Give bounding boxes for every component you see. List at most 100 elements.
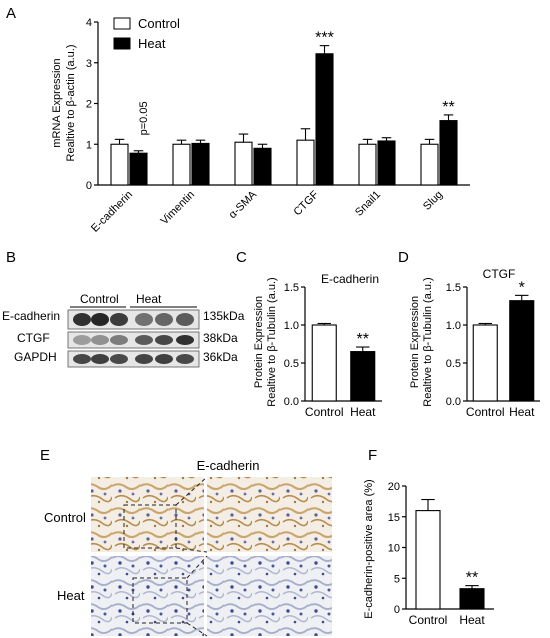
blot-group-label-heat: Heat bbox=[136, 292, 162, 306]
chart-c-ylabel-line1: Protein Expression bbox=[253, 296, 265, 388]
chart-a-significance-stars: ** bbox=[442, 99, 454, 116]
panel-letter-d: D bbox=[398, 249, 409, 266]
blot-size-ecadherin: 135kDa bbox=[203, 309, 245, 323]
chart-a-ylabel-line1: mRNA Expression bbox=[51, 58, 63, 147]
zoom-line-control-bottom bbox=[175, 547, 208, 553]
western-blot-panel: Control Heat E-cadherin CTGF GAPDH 135kD… bbox=[2, 292, 245, 368]
chart-a-category-label: E-cadherin bbox=[89, 189, 135, 235]
chart-a-bar bbox=[191, 142, 210, 186]
legend-swatch-heat bbox=[113, 37, 131, 50]
blot-band bbox=[155, 313, 173, 326]
chart-a-category-label: CTGF bbox=[291, 188, 321, 218]
chart-a-ytick-label: 2 bbox=[86, 99, 92, 111]
chart-a-bar bbox=[315, 53, 334, 186]
chart-c-title: E-cadherin bbox=[321, 272, 379, 286]
micrograph-panel: E-cadherin Control Heat bbox=[44, 458, 332, 637]
blot-band bbox=[73, 335, 91, 345]
chart-a-mrna-expression: mRNA Expression Realtive to β-actin (a.u… bbox=[51, 16, 470, 235]
blot-band bbox=[135, 335, 153, 345]
chart-d-ytick-label: 0.0 bbox=[446, 396, 461, 408]
blot-band bbox=[155, 335, 173, 345]
chart-d-ylabel-line2: Realtive to β-Tubulin (a.u.) bbox=[422, 277, 434, 406]
blot-band bbox=[73, 313, 91, 326]
chart-a-bar bbox=[129, 152, 148, 186]
chart-f-category-label: Control bbox=[409, 613, 448, 627]
chart-d-ctgf-protein: CTGF Protein Expression Realtive to β-Tu… bbox=[409, 267, 540, 419]
blot-group-label-control: Control bbox=[80, 292, 119, 306]
chart-a-significance-stars: *** bbox=[315, 30, 334, 47]
chart-a-legend: Control Heat bbox=[113, 16, 180, 51]
zoom-box-control bbox=[123, 504, 177, 549]
micrograph-heat-high-mag bbox=[207, 556, 332, 636]
panel-letter-c: C bbox=[236, 249, 247, 266]
blot-band bbox=[73, 354, 91, 364]
blot-band bbox=[91, 335, 109, 345]
chart-a-ytick-label: 1 bbox=[86, 139, 92, 151]
chart-c-category-label: Control bbox=[305, 405, 344, 419]
chart-d-category-label: Control bbox=[466, 405, 505, 419]
panel-letter-a: A bbox=[6, 5, 16, 22]
blot-protein-label-ecadherin: E-cadherin bbox=[2, 309, 60, 323]
chart-f-ytick-label: 5 bbox=[394, 573, 400, 585]
legend-label-control: Control bbox=[138, 16, 180, 31]
chart-c-bar bbox=[311, 324, 337, 402]
chart-a-category-label: Snail1 bbox=[353, 189, 383, 219]
panel-letter-b: B bbox=[6, 249, 16, 266]
chart-d-title: CTGF bbox=[483, 267, 516, 281]
blot-strips bbox=[67, 309, 200, 368]
blot-band bbox=[110, 354, 128, 364]
micrograph-row-label-control: Control bbox=[44, 510, 86, 525]
micrograph-control-high-mag bbox=[207, 477, 332, 552]
chart-f-category-label: Heat bbox=[459, 613, 485, 627]
chart-c-ytick-label: 1.0 bbox=[284, 320, 299, 332]
blot-band bbox=[176, 354, 194, 364]
chart-a-bar bbox=[234, 141, 253, 186]
chart-f-significance-stars: ** bbox=[466, 570, 478, 587]
chart-a-ytick-label: 3 bbox=[86, 58, 92, 70]
chart-f-positive-area: E-cadherin-positive area (%) 0 5 10 15 20 Con… bbox=[363, 479, 494, 627]
blot-protein-label-ctgf: CTGF bbox=[17, 331, 50, 345]
chart-f-bar bbox=[459, 588, 485, 610]
chart-a-bar bbox=[420, 143, 439, 186]
panel-letter-f: F bbox=[368, 447, 377, 464]
chart-a-category-label: Vimentin bbox=[159, 189, 198, 228]
chart-c-bar bbox=[350, 351, 376, 402]
chart-a-category-label: Slug bbox=[421, 189, 445, 213]
zoom-line-heat-top bbox=[186, 555, 208, 579]
chart-c-category-label: Heat bbox=[350, 405, 376, 419]
chart-f-ytick-label: 15 bbox=[388, 512, 400, 524]
chart-a-bar bbox=[439, 120, 458, 186]
chart-a-ylabel-line2: Realtive to β-actin (a.u.) bbox=[65, 45, 77, 162]
chart-a-bar bbox=[358, 143, 377, 186]
panel-letter-e: E bbox=[40, 447, 50, 464]
blot-band bbox=[110, 335, 128, 345]
zoom-box-heat bbox=[132, 577, 188, 624]
chart-a-bar bbox=[377, 140, 396, 186]
chart-c-ytick-label: 0.0 bbox=[284, 396, 299, 408]
chart-d-ylabel-line1: Protein Expression bbox=[409, 296, 421, 388]
blot-band bbox=[110, 313, 128, 326]
zoom-line-heat-bottom bbox=[186, 622, 208, 637]
chart-c-ytick-label: 0.5 bbox=[284, 358, 299, 370]
chart-d-significance-stars: * bbox=[519, 279, 525, 296]
chart-a-bar bbox=[172, 143, 191, 186]
chart-a-ytick-label: 4 bbox=[86, 17, 92, 29]
chart-f-ytick-label: 10 bbox=[388, 543, 400, 555]
chart-f-ytick-label: 20 bbox=[388, 481, 400, 493]
chart-f-bar bbox=[415, 510, 441, 610]
chart-d-ytick-label: 1.0 bbox=[446, 320, 461, 332]
blot-band bbox=[91, 354, 109, 364]
chart-c-ecadherin-protein: E-cadherin Protein Expression Realtive t… bbox=[253, 272, 382, 419]
legend-label-heat: Heat bbox=[138, 36, 166, 51]
blot-protein-label-gapdh: GAPDH bbox=[14, 350, 57, 364]
blot-band bbox=[176, 335, 194, 345]
blot-size-gapdh: 36kDa bbox=[203, 350, 238, 364]
blot-band bbox=[91, 313, 109, 326]
micrograph-title: E-cadherin bbox=[197, 458, 260, 473]
chart-a-ytick-label: 0 bbox=[86, 180, 92, 192]
chart-a-category-label: α-SMA bbox=[227, 188, 260, 221]
chart-c-ylabel-line2: Realtive to β-Tubulin (a.u.) bbox=[266, 277, 278, 406]
chart-d-bar bbox=[472, 324, 498, 402]
chart-a-bar bbox=[110, 143, 129, 186]
blot-band bbox=[135, 354, 153, 364]
